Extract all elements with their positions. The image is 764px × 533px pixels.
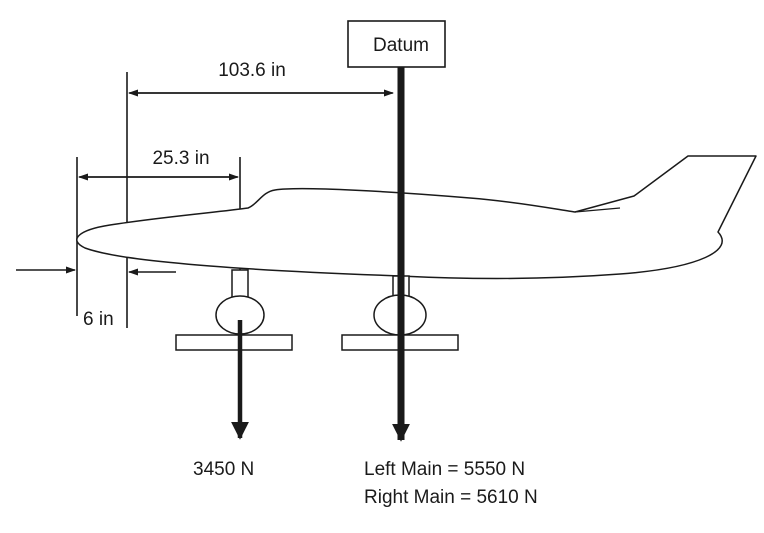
- nose-gear-scale: [175, 334, 293, 351]
- right-main-force-label: Right Main = 5610 N: [364, 487, 538, 508]
- left-main-force-label: Left Main = 5550 N: [364, 459, 525, 480]
- dimension-nose-gear: 25.3 in: [78, 148, 239, 181]
- dimension-label-103-6: 103.6 in: [218, 60, 286, 81]
- dimension-label-6: 6 in: [83, 309, 114, 330]
- nose-gear-strut: [231, 269, 249, 299]
- datum-label: Datum: [373, 35, 429, 56]
- dimension-nose-offset: 6 in: [16, 266, 176, 330]
- datum-box: [347, 20, 446, 68]
- datum-marker: Datum: [347, 20, 446, 68]
- aircraft-fuselage: [76, 155, 757, 280]
- dimension-datum-to-reference: 103.6 in: [128, 60, 394, 97]
- tail-wing-line: [574, 207, 621, 213]
- nose-gear: [175, 269, 293, 351]
- dimension-label-25-3: 25.3 in: [152, 148, 209, 169]
- nose-force-label: 3450 N: [193, 459, 254, 480]
